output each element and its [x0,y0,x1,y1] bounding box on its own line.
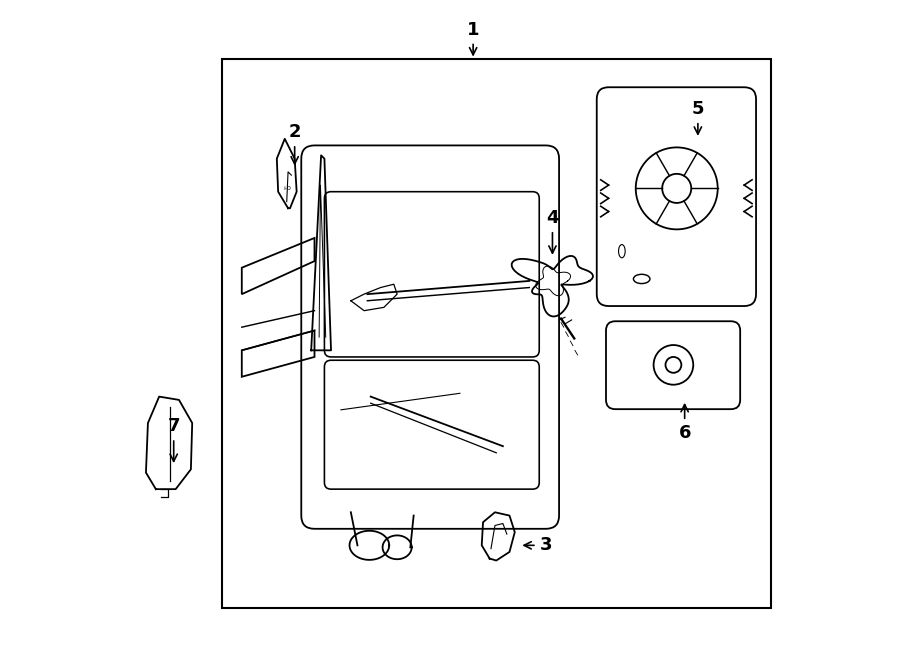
Text: 5: 5 [691,100,704,134]
Text: 2: 2 [288,123,301,164]
Text: 6: 6 [679,405,691,442]
Text: i-0: i-0 [284,186,292,192]
Text: 4: 4 [546,209,559,253]
Text: 3: 3 [524,536,552,555]
Text: 1: 1 [467,20,480,55]
Text: 7: 7 [167,417,180,461]
Bar [222,59,770,608]
